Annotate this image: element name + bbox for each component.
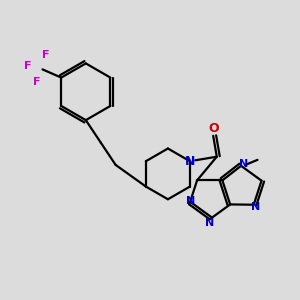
Text: F: F [33, 77, 41, 87]
Text: N: N [185, 155, 195, 168]
Text: N: N [250, 202, 260, 212]
Text: N: N [186, 196, 195, 206]
Text: F: F [42, 50, 50, 60]
Text: F: F [24, 61, 32, 71]
Text: N: N [205, 218, 214, 228]
Text: O: O [208, 122, 218, 135]
Text: N: N [239, 159, 249, 169]
